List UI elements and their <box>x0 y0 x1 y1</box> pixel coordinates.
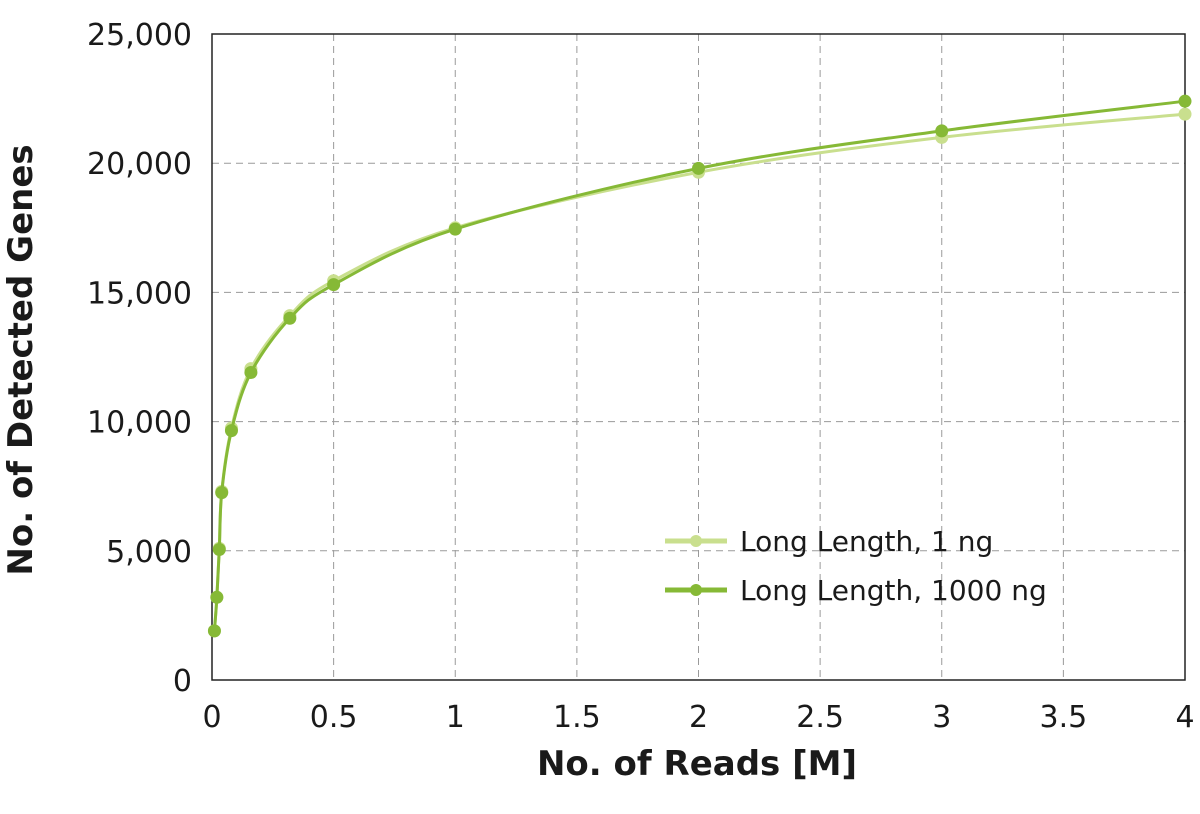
legend: Long Length, 1 ng Long Length, 1000 ng <box>665 525 1047 607</box>
data-point-1000ng <box>448 222 462 236</box>
y-tick-label: 0 <box>173 664 192 699</box>
legend-label-1ng: Long Length, 1 ng <box>740 525 993 558</box>
x-tick-label: 2.5 <box>796 700 844 735</box>
x-tick-label: 2 <box>689 700 708 735</box>
legend-label-1000ng: Long Length, 1000 ng <box>740 574 1047 607</box>
data-point-1000ng <box>224 424 238 438</box>
series-1000ng <box>207 94 1192 638</box>
series-line-1ng <box>212 112 1186 632</box>
y-axis-title: No. of Detected Genes <box>1 144 41 575</box>
y-tick-label: 20,000 <box>87 147 192 182</box>
plot-frame <box>211 33 1186 681</box>
legend-item-1000ng: Long Length, 1000 ng <box>665 574 1047 607</box>
y-tick-label: 15,000 <box>87 276 192 311</box>
data-point-1000ng <box>935 124 949 138</box>
x-tick-label: 0 <box>202 700 221 735</box>
data-point-1000ng <box>692 161 705 175</box>
series-layer <box>207 94 1192 638</box>
data-point-1000ng <box>207 624 221 638</box>
data-point-1000ng <box>244 366 258 380</box>
legend-marker-1000ng <box>690 584 702 596</box>
legend-marker-1ng <box>690 535 702 547</box>
data-point-1ng <box>1178 107 1192 121</box>
data-point-1000ng <box>210 590 224 604</box>
y-tick-label: 25,000 <box>87 18 192 53</box>
data-point-1000ng <box>283 311 297 325</box>
x-tick-label: 3 <box>932 700 951 735</box>
x-tick-label: 0.5 <box>310 700 358 735</box>
data-point-1000ng <box>327 278 341 292</box>
y-axis-ticks: 0 5,000 10,000 15,000 20,000 25,000 <box>87 18 192 699</box>
y-tick-label: 5,000 <box>106 535 192 570</box>
x-tick-label: 1 <box>446 700 465 735</box>
data-point-1000ng <box>215 486 229 500</box>
y-tick-label: 10,000 <box>87 406 192 441</box>
x-tick-label: 3.5 <box>1040 700 1088 735</box>
data-point-1000ng <box>212 543 226 557</box>
x-tick-label: 4 <box>1175 700 1194 735</box>
data-point-1000ng <box>1178 94 1192 108</box>
x-axis-title: No. of Reads [M] <box>537 744 857 784</box>
series-1ng <box>207 107 1192 638</box>
x-tick-label: 1.5 <box>553 700 601 735</box>
legend-item-1ng: Long Length, 1 ng <box>665 525 993 558</box>
series-line-1000ng <box>212 99 1186 632</box>
x-axis-ticks: 0 0.5 1 1.5 2 2.5 3 3.5 4 <box>202 700 1194 735</box>
